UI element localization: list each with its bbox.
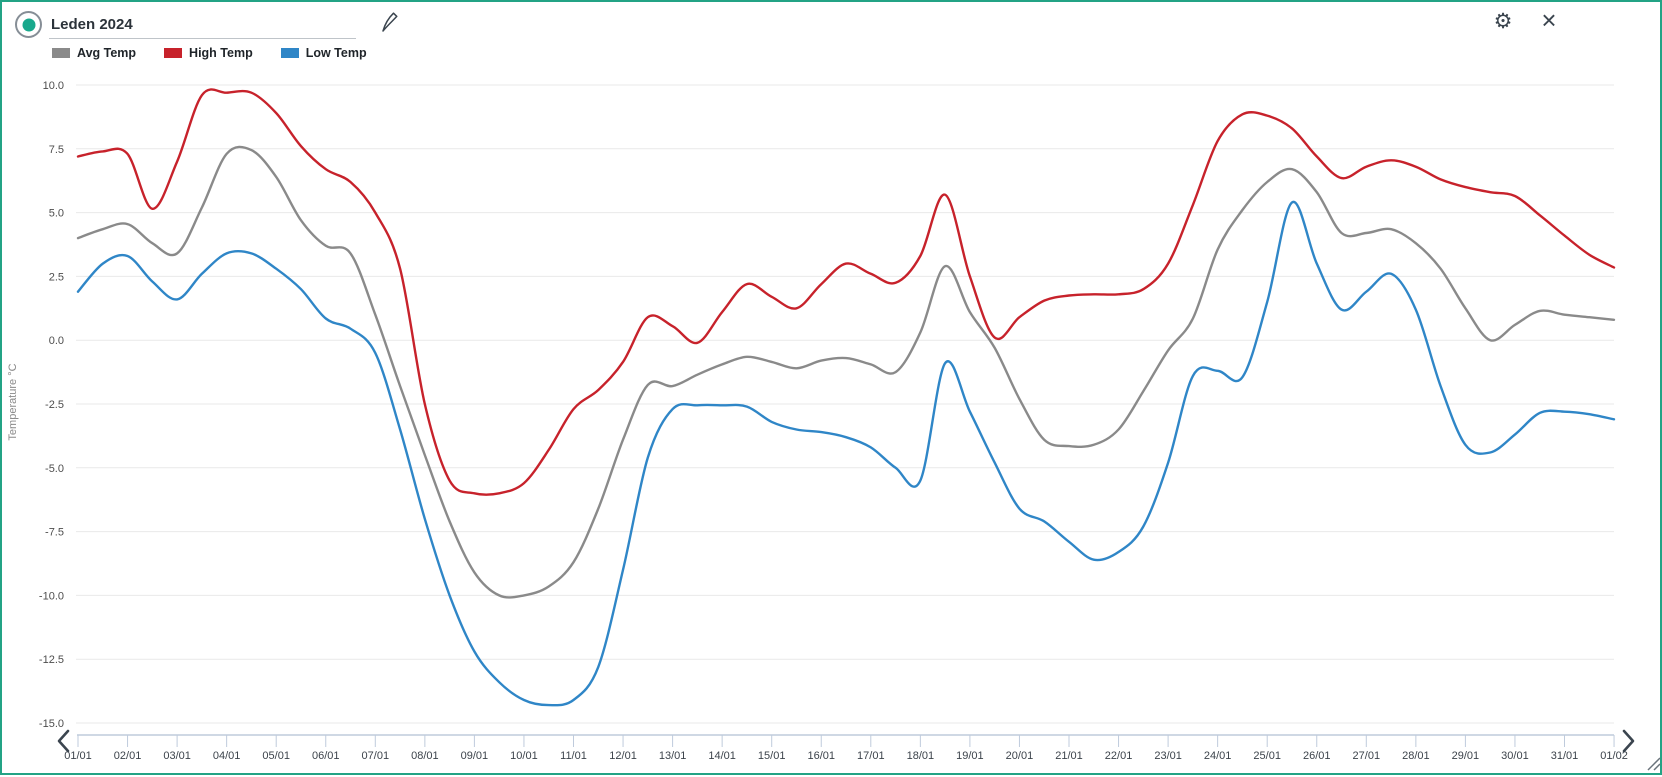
y-axis-tick-label: 7.5 [49,144,64,156]
chart-status-radio[interactable] [15,11,42,38]
y-axis-tick-label: 5.0 [49,208,64,220]
x-axis-tick-label: 01/02 [1600,750,1628,762]
y-axis-tick-label: 0.0 [49,335,64,347]
x-axis-tick-label: 27/01 [1353,750,1381,762]
x-axis-tick-label: 12/01 [609,750,637,762]
gear-icon: ⚙ [1493,10,1513,33]
x-axis-tick-label: 26/01 [1303,750,1331,762]
x-axis-tick-label: 14/01 [708,750,736,762]
x-axis-tick-label: 19/01 [956,750,984,762]
pencil-icon [382,12,398,32]
low-temp-series-line [76,201,1616,707]
chart-title-input[interactable] [49,10,356,39]
legend-item-low-temp[interactable]: Low Temp [280,46,367,60]
x-axis-tick-label: 04/01 [213,750,241,762]
y-axis-tick-label: -2.5 [45,399,64,411]
x-axis-tick-label: 08/01 [411,750,439,762]
x-axis-tick-label: 15/01 [758,750,786,762]
radio-selected-dot-icon [22,18,35,31]
legend-swatch-icon [52,48,70,58]
close-button[interactable]: × [1534,4,1564,36]
x-axis-tick-label: 13/01 [659,750,687,762]
x-axis-tick-label: 05/01 [262,750,290,762]
settings-button[interactable]: ⚙ [1488,7,1518,37]
y-axis-title: Temperature °C [7,363,19,440]
legend-item-high-temp[interactable]: High Temp [164,46,253,60]
x-axis-tick-label: 01/01 [64,750,92,762]
x-axis-tick-label: 09/01 [461,750,489,762]
legend-label: Low Temp [305,46,367,60]
x-axis-tick-label: 29/01 [1452,750,1480,762]
x-axis-tick-label: 21/01 [1055,750,1083,762]
x-axis-tick-label: 10/01 [510,750,538,762]
x-axis-tick-label: 24/01 [1204,750,1232,762]
y-axis-tick-label: 2.5 [49,271,64,283]
avg-temp-series-line [76,145,1616,599]
y-axis-tick-label: -15.0 [39,718,64,730]
scroll-right-chevron-icon[interactable] [1622,729,1635,753]
x-axis-tick-label: 23/01 [1154,750,1182,762]
legend-swatch-icon [164,48,183,58]
y-axis-tick-label: -5.0 [45,463,64,475]
high-temp-series-line [76,88,1616,496]
resize-handle-icon[interactable] [1653,763,1661,771]
edit-title-button[interactable] [378,10,402,36]
x-axis-tick-label: 31/01 [1551,750,1579,762]
x-axis-tick-label: 20/01 [1006,750,1034,762]
x-axis-tick-label: 18/01 [907,750,935,762]
x-axis-tick-label: 22/01 [1105,750,1133,762]
x-axis-tick-label: 07/01 [362,750,390,762]
x-axis-tick-label: 06/01 [312,750,340,762]
x-axis-tick-label: 16/01 [807,750,835,762]
x-axis-tick-label: 11/01 [560,750,587,762]
x-axis-tick-label: 28/01 [1402,750,1430,762]
resize-handle-icon[interactable] [1647,757,1661,771]
legend-label: Avg Temp [77,46,137,60]
chart-legend: Avg Temp High Temp Low Temp [52,46,367,60]
y-axis-tick-label: -10.0 [39,590,64,602]
x-axis-tick-label: 30/01 [1501,750,1529,762]
y-axis-tick-label: 10.0 [43,80,64,92]
scroll-left-chevron-icon[interactable] [57,729,70,753]
y-axis-tick-label: -7.5 [45,527,64,539]
y-axis-tick-label: -12.5 [39,654,64,666]
legend-label: High Temp [189,46,253,60]
close-icon: × [1541,5,1557,35]
x-axis-tick-label: 02/01 [114,750,142,762]
legend-item-avg-temp[interactable]: Avg Temp [52,46,136,60]
x-axis-tick-label: 17/01 [857,750,885,762]
legend-swatch-icon [280,48,299,58]
x-axis-tick-label: 03/01 [163,750,191,762]
x-axis-tick-label: 25/01 [1253,750,1281,762]
